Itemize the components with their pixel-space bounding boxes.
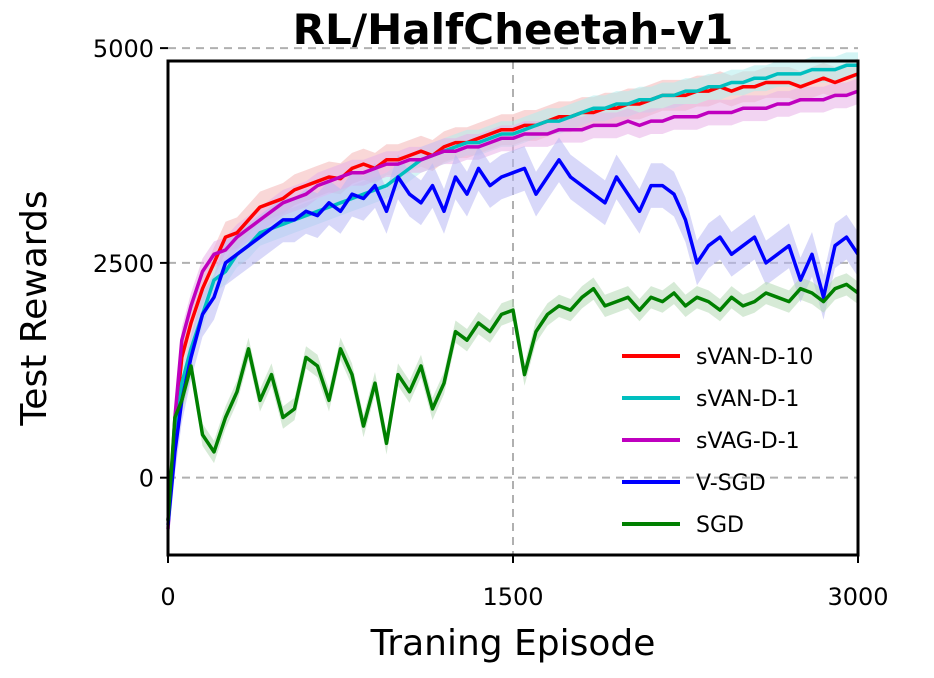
axis-ticks: 0 2500 5000 0 1500 3000 [93, 35, 889, 611]
band-sgd [168, 273, 858, 532]
x-tick-label: 3000 [827, 583, 888, 611]
y-tick-label: 5000 [93, 35, 154, 63]
legend-label: V-SGD [696, 471, 766, 496]
x-tick-label: 1500 [482, 583, 543, 611]
series-line-sgd [166, 282, 860, 521]
legend-label: SGD [696, 513, 744, 538]
legend-label: sVAN-D-10 [696, 345, 813, 370]
y-axis-label: Test Rewards [14, 190, 55, 426]
y-tick-label: 2500 [93, 250, 154, 278]
y-tick-label: 0 [139, 465, 154, 493]
x-tick-label: 0 [160, 583, 175, 611]
series-line-svan-d-10 [166, 72, 859, 521]
series-line-v-sgd [166, 158, 860, 526]
legend-label: sVAG-D-1 [696, 429, 800, 454]
band-v-sgd [168, 137, 858, 548]
chart-title: RL/HalfCheetah-v1 [293, 5, 734, 54]
series-lines [166, 63, 860, 530]
legend: sVAN-D-10 sVAN-D-1 sVAG-D-1 V-SGD SGD [622, 345, 813, 538]
x-axis-label: Traning Episode [370, 623, 656, 664]
legend-label: sVAN-D-1 [696, 387, 799, 412]
series-line-svag-d-1 [166, 89, 859, 530]
